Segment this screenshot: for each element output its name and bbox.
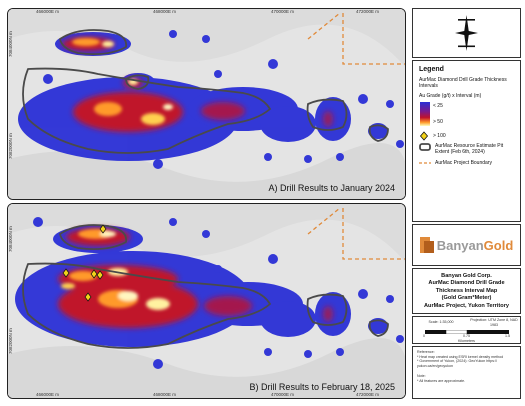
scale-units: Kilometers — [458, 339, 475, 343]
x-tick: 468000E m — [153, 9, 177, 14]
y-tick: 7084000N m — [8, 226, 13, 252]
map-title-line3: (Gold Gram*Meter) — [441, 295, 492, 302]
map-b-canvas — [8, 204, 405, 398]
marker-label: > 100 — [433, 133, 446, 139]
x-tick: 472000E m — [356, 9, 380, 14]
ramp-label-low: < 25 — [433, 103, 443, 109]
x-tick: 472000E m — [356, 392, 380, 397]
map-title-line2: Thickness Interval Map — [435, 287, 498, 294]
grade-color-ramp — [420, 102, 430, 126]
scale-text: Scale: 1:35,000 — [428, 320, 454, 324]
terrain-shading — [8, 338, 405, 398]
y-tick: 7082000N m — [8, 328, 13, 354]
legend-title: Legend — [419, 66, 444, 73]
scale-label-0: 0 — [423, 334, 425, 338]
scale-label-max: 1.5 — [505, 334, 510, 338]
scale-bar — [425, 330, 509, 334]
x-tick: 466000E m — [36, 9, 60, 14]
note-text: * All features are approximate. — [417, 378, 466, 383]
diamond-marker-icon — [62, 268, 70, 278]
projection-text: Projection: UTM Zone 8, NAD 1983 — [470, 318, 518, 327]
reference-heading: Reference: — [417, 350, 435, 354]
reference-line: * Heat map created using ESRI kernel den… — [417, 354, 504, 359]
legend-row-boundary: AurMac Project Boundary — [419, 160, 492, 166]
map-a-canvas — [8, 9, 405, 199]
diamond-marker-icon — [84, 292, 92, 302]
scale-label-mid: 0.75 — [463, 334, 470, 338]
project-boundary-line — [307, 207, 405, 260]
y-tick: 7082000N m — [8, 133, 13, 159]
logo-box: BanyanGold — [412, 224, 521, 266]
ramp-label-high: > 50 — [433, 119, 443, 125]
x-tick: 470000E m — [271, 9, 295, 14]
pit-extent-a — [22, 29, 389, 154]
project-boundary-line — [307, 12, 405, 65]
diamond-marker-icon — [419, 131, 429, 141]
pit-label: AurMac Resource Estimate Pit Extent (Feb… — [435, 143, 504, 155]
legend-subtitle: AurMac Diamond Drill Grade Thickness Int… — [419, 77, 507, 89]
y-tick: 7084000N m — [8, 31, 13, 57]
diamond-marker-icon — [99, 224, 107, 234]
logo-text: BanyanGold — [436, 237, 514, 253]
legend-row-marker: > 100 — [419, 131, 446, 141]
company-name: Banyan Gold Corp. — [441, 273, 492, 279]
x-tick: 466000E m — [36, 392, 60, 397]
north-arrow-box — [412, 8, 521, 58]
reference-line: * Government of Yukon, (2024): GeoYukon … — [417, 359, 498, 363]
title-box: Banyan Gold Corp. AurMac Diamond Drill G… — [412, 268, 521, 314]
map-panel-a: 466000E m 468000E m 470000E m 472000E m … — [7, 8, 406, 200]
x-tick: 470000E m — [271, 392, 295, 397]
boundary-label: AurMac Project Boundary — [435, 160, 492, 166]
legend-row-pit: AurMac Resource Estimate Pit Extent (Feb… — [419, 143, 517, 155]
note-heading: Note: — [417, 374, 426, 378]
legend-units: Au Grade (g/t) x Interval (m) — [419, 93, 482, 99]
high-grade-markers — [62, 224, 107, 302]
map-title-line4: AurMac Project, Yukon Territory — [424, 302, 509, 309]
boundary-line-icon — [419, 162, 431, 164]
diamond-marker-icon — [90, 269, 98, 279]
pit-extent-b — [22, 224, 389, 349]
heat-core-a — [72, 38, 173, 125]
map-panel-b: 466000E m 468000E m 470000E m 472000E m … — [7, 203, 406, 399]
legend-box: Legend AurMac Diamond Drill Grade Thickn… — [412, 60, 521, 222]
map-b-label: B) Drill Results to February 18, 2025 — [249, 382, 395, 392]
map-title-line1: AurMac Diamond Drill Grade — [428, 280, 505, 287]
north-arrow-icon — [455, 15, 478, 51]
x-tick: 468000E m — [153, 392, 177, 397]
pit-extent-icon — [419, 143, 431, 151]
map-a-label: A) Drill Results to January 2024 — [268, 183, 395, 193]
reference-box: Reference: * Heat map created using ESRI… — [412, 346, 521, 399]
reference-line: yukon.ca/en/geoyukon — [417, 363, 453, 368]
scale-box: Scale: 1:35,000 Projection: UTM Zone 8, … — [412, 316, 521, 344]
banyan-logo-icon — [419, 237, 434, 253]
diamond-marker-icon — [96, 270, 104, 280]
